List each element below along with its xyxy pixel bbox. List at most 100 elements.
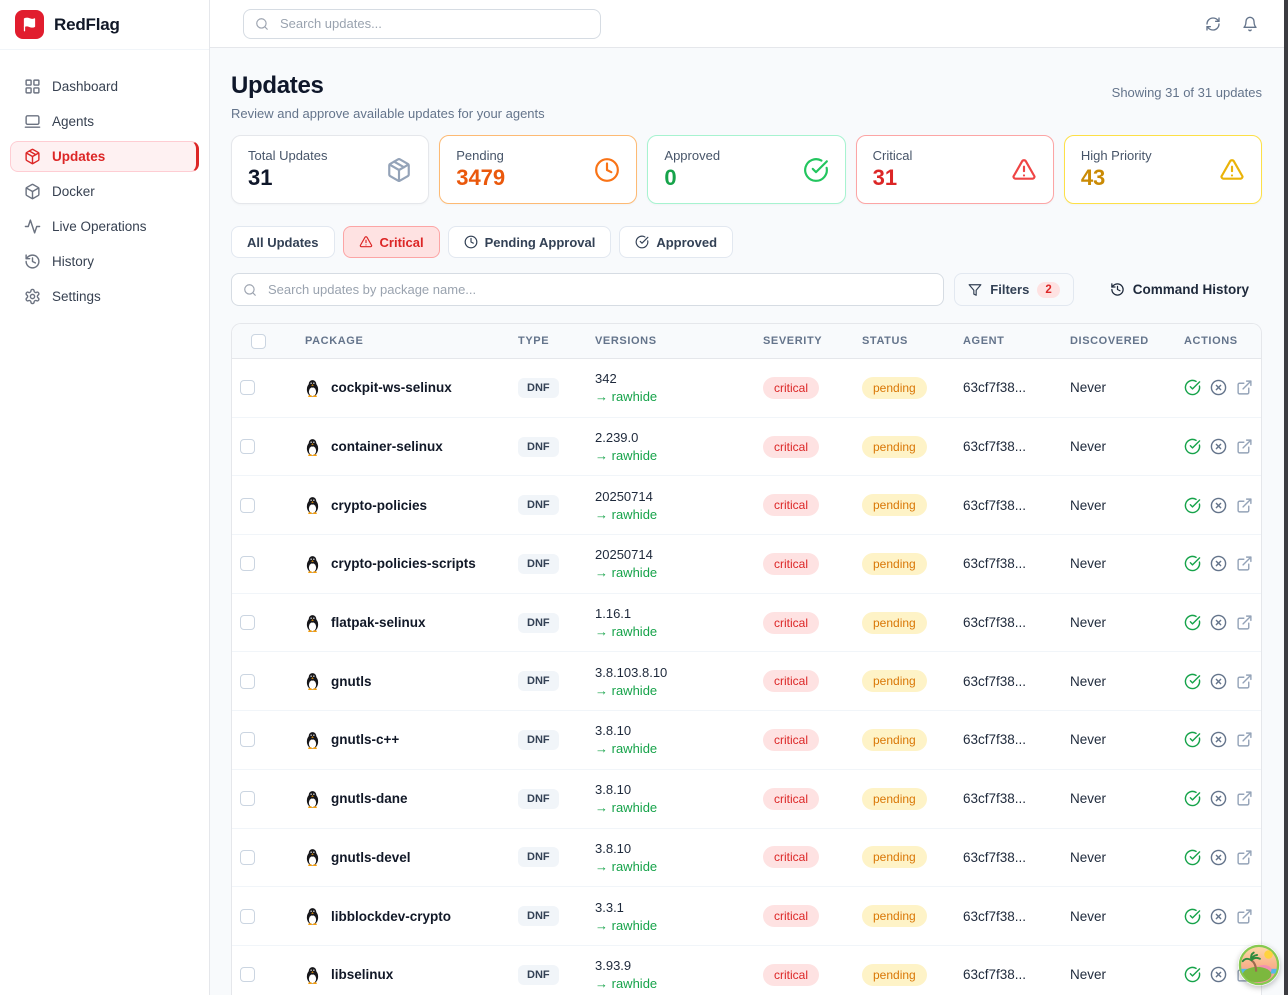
sidebar-item-live-operations[interactable]: Live Operations [10,211,199,242]
filters-button[interactable]: Filters 2 [954,273,1074,306]
linux-penguin-icon [305,672,320,691]
approve-icon[interactable] [1184,790,1201,807]
status-badge: pending [862,435,927,458]
column-header-discovered: Discovered [1070,335,1149,347]
row-checkbox[interactable] [240,615,255,631]
select-all-checkbox[interactable] [251,333,266,349]
brand-name: RedFlag [54,14,120,34]
reject-icon[interactable] [1210,555,1227,572]
approve-icon[interactable] [1184,849,1201,866]
agent-id: 63cf7f38... [963,615,1027,631]
row-checkbox[interactable] [240,732,255,748]
row-checkbox[interactable] [240,380,255,396]
search-icon [243,283,257,297]
package-search[interactable] [231,273,945,306]
approve-icon[interactable] [1184,497,1201,514]
sidebar-item-dashboard[interactable]: Dashboard [10,71,199,102]
open-details-icon[interactable] [1236,731,1253,748]
reject-icon[interactable] [1210,673,1227,690]
tab-pending-approval[interactable]: Pending Approval [447,226,612,258]
open-details-icon[interactable] [1236,379,1253,396]
refresh-icon[interactable] [1205,16,1221,32]
approve-icon[interactable] [1184,731,1201,748]
package-name: libblockdev-crypto [331,908,452,924]
scrollbar[interactable] [1284,0,1288,995]
type-badge: DNF [518,964,559,985]
row-checkbox[interactable] [240,497,255,513]
notifications-bell-icon[interactable] [1242,16,1258,32]
table-row: gnutls-c++ DNF 3.8.10 → rawhide critical pend… [232,711,1261,770]
sidebar-item-updates[interactable]: Updates [10,141,199,172]
row-checkbox[interactable] [240,439,255,455]
sidebar-item-agents[interactable]: Agents [10,106,199,137]
topbar-icons [1205,16,1258,32]
open-details-icon[interactable] [1236,790,1253,807]
reject-icon[interactable] [1210,497,1227,514]
open-details-icon[interactable] [1236,849,1253,866]
global-search[interactable] [243,8,601,39]
approve-icon[interactable] [1184,614,1201,631]
row-checkbox[interactable] [240,849,255,865]
approve-icon[interactable] [1184,438,1201,455]
stat-label: High Priority [1080,148,1152,163]
agent-id: 63cf7f38... [963,439,1027,455]
approve-icon[interactable] [1184,673,1201,690]
row-checkbox[interactable] [240,908,255,924]
severity-badge: critical [763,435,820,458]
open-details-icon[interactable] [1236,673,1253,690]
row-checkbox[interactable] [240,556,255,572]
linux-penguin-icon [305,496,320,515]
sidebar-item-docker[interactable]: Docker [10,176,199,207]
status-badge: pending [862,376,927,399]
global-search-input[interactable] [278,15,589,32]
version-target-name: rawhide [611,389,658,405]
row-checkbox[interactable] [240,791,255,807]
reject-icon[interactable] [1210,790,1227,807]
reject-icon[interactable] [1210,966,1227,983]
type-badge: DNF [518,436,559,457]
table-header: Package Type Versions Severity Status Agent Di… [232,324,1261,359]
reject-icon[interactable] [1210,379,1227,396]
open-details-icon[interactable] [1236,614,1253,631]
agent-id: 63cf7f38... [963,967,1027,983]
open-details-icon[interactable] [1236,555,1253,572]
severity-badge: critical [763,905,820,928]
reject-icon[interactable] [1210,731,1227,748]
sidebar-item-history[interactable]: History [10,246,199,277]
approve-icon[interactable] [1184,966,1201,983]
sidebar-item-settings[interactable]: Settings [10,281,199,312]
tab-approved[interactable]: Approved [619,226,734,258]
page-subtitle: Review and approve available updates for… [231,106,545,121]
approve-icon[interactable] [1184,908,1201,925]
version-target: → rawhide [595,683,755,698]
command-history-button[interactable]: Command History [1097,273,1262,306]
table-row: cockpit-ws-selinux DNF 342 → rawhide critica… [232,359,1261,418]
package-search-input[interactable] [266,281,933,298]
row-checkbox[interactable] [240,673,255,689]
reject-icon[interactable] [1210,849,1227,866]
reject-icon[interactable] [1210,908,1227,925]
row-checkbox[interactable] [240,967,255,983]
tab-critical[interactable]: Critical [342,226,440,258]
status-badge: pending [862,905,927,928]
open-details-icon[interactable] [1236,438,1253,455]
table-row: gnutls DNF 3.8.103.8.10 → rawhide critical pe… [232,652,1261,712]
version-current: 20250714 [595,547,653,563]
linux-penguin-icon [305,966,320,984]
search-icon [255,17,269,31]
stat-value: 43 [1080,165,1106,190]
reject-icon[interactable] [1210,438,1227,455]
sidebar: RedFlag Dashboard Agents Updates Docker Live… [0,0,210,995]
reject-icon[interactable] [1210,614,1227,631]
open-details-icon[interactable] [1236,908,1253,925]
open-details-icon[interactable] [1236,497,1253,514]
approve-icon[interactable] [1184,555,1201,572]
island-floating-button[interactable] [1238,944,1280,986]
approve-icon[interactable] [1184,379,1201,396]
severity-badge: critical [763,552,820,575]
version-current: 3.8.10 [595,840,632,856]
version-target: → rawhide [595,624,755,639]
sidebar-nav: Dashboard Agents Updates Docker Live Operati… [0,50,209,337]
version-target-name: rawhide [611,506,658,522]
tab-all-updates[interactable]: All Updates [231,226,335,258]
